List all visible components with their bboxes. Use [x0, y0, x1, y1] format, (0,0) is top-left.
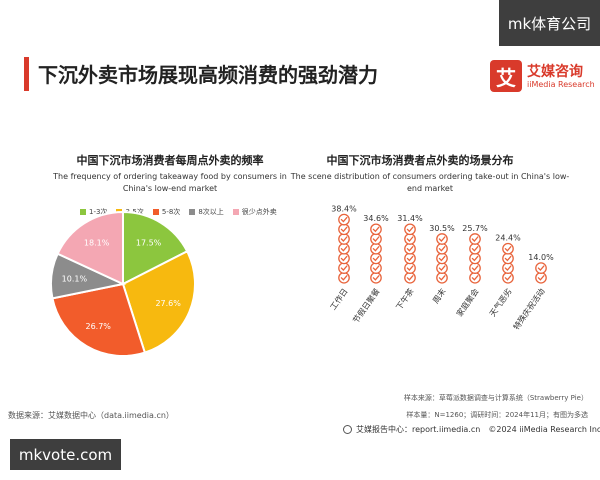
- pie-chart-title: 中国下沉市场消费者每周点外卖的频率: [76, 154, 264, 167]
- bar-value-label-1: 38.4%: [331, 204, 357, 213]
- bar-column-2: [370, 223, 382, 284]
- checkmark-circle-icon: [370, 242, 382, 255]
- sample-size-note: 样本量：N=1260；调研时间：2024年11月；有图为多选: [406, 411, 588, 419]
- page-title: 下沉外卖市场展现高频消费的强劲潜力: [38, 63, 378, 87]
- pie-legend-item-1: 1-3次: [80, 207, 107, 217]
- bar-value-label-4: 30.5%: [429, 224, 455, 233]
- checkmark-circle-icon: [436, 262, 448, 274]
- pie-slice-label-5: 18.1%: [84, 239, 110, 248]
- pie-legend-label: 很少点外卖: [241, 208, 277, 216]
- pie-slice-label-2: 27.6%: [155, 299, 181, 308]
- checkmark-circle-icon: [469, 242, 481, 255]
- checkmark-circle-icon: [370, 262, 382, 274]
- checkmark-circle-icon: [436, 252, 448, 265]
- checkmark-circle-icon: [404, 252, 416, 265]
- checkmark-circle-icon: [404, 223, 416, 236]
- checkmark-circle-icon: [404, 271, 416, 284]
- pie-legend-label: 1-3次: [89, 208, 108, 216]
- checkmark-circle-icon: [338, 213, 350, 226]
- bar-category-label-5: 家庭聚会: [454, 286, 481, 318]
- sample-source-note: 样本来源：草莓派数据调查与计算系统（Strawberry Pie）: [403, 394, 588, 402]
- pie-slice-2: [121, 249, 196, 354]
- checkmark-circle-icon: [535, 271, 547, 284]
- checkmark-circle-icon: [469, 262, 481, 274]
- checkmark-circle-icon: [436, 242, 448, 255]
- pie-slice-label-4: 10.1%: [62, 274, 88, 283]
- bar-chart-title: 中国下沉市场消费者点外卖的场景分布: [326, 154, 514, 167]
- bar-column-5: [469, 233, 481, 284]
- legend-swatch: [189, 209, 196, 215]
- watermark-top-right: mk体育公司: [499, 0, 600, 46]
- pie-legend-item-3: 5-8次: [152, 207, 181, 217]
- checkmark-circle-icon: [436, 233, 448, 245]
- bar-column-1: [338, 213, 350, 284]
- pie-legend-item-4: 8次以上: [189, 207, 224, 217]
- bar-value-label-5: 25.7%: [462, 224, 488, 233]
- pie-legend-label: 8次以上: [198, 208, 224, 216]
- pie-chart: 17.5% 27.6% 26.7% 10.1% 18.1%: [50, 210, 196, 357]
- legend-swatch: [80, 209, 86, 215]
- checkmark-circle-icon: [404, 233, 416, 245]
- checkmark-circle-icon: [338, 223, 350, 236]
- pie-slice-label-1: 17.5%: [136, 238, 162, 247]
- legend-swatch: [232, 209, 239, 215]
- checkmark-circle-icon: [370, 233, 382, 245]
- pie-chart-subtitle: The frequency of ordering takeaway food …: [53, 172, 287, 193]
- checkmark-circle-icon: [502, 262, 514, 274]
- report-center-icon: [343, 425, 352, 434]
- checkmark-circle-icon: [370, 252, 382, 265]
- legend-swatch: [152, 209, 159, 215]
- bar-category-label-1: 工作日: [328, 286, 350, 311]
- bar-category-label-6: 天气恶劣: [487, 286, 514, 318]
- bar-category-label-3: 下午茶: [394, 286, 416, 311]
- checkmark-circle-icon: [469, 271, 481, 284]
- bar-category-label-4: 周末: [430, 286, 447, 305]
- checkmark-circle-icon: [338, 271, 350, 284]
- bar-chart-subtitle: The scene distribution of consumers orde…: [290, 172, 570, 193]
- bar-value-label-2: 34.6%: [363, 214, 389, 223]
- checkmark-circle-icon: [370, 271, 382, 284]
- pie-legend-item-5: 很少点外卖: [232, 207, 277, 217]
- checkmark-circle-icon: [535, 262, 547, 274]
- pie-slice-1: [122, 210, 189, 286]
- title-accent-bar: [24, 57, 29, 91]
- bar-column-6: [502, 242, 514, 284]
- bar-value-label-3: 31.4%: [397, 214, 423, 223]
- data-source: 数据来源：艾媒数据中心（data.iimedia.cn）: [8, 411, 174, 420]
- checkmark-circle-icon: [436, 271, 448, 284]
- checkmark-circle-icon: [338, 262, 350, 274]
- checkmark-circle-icon: [469, 233, 481, 245]
- bar-value-label-7: 14.0%: [528, 253, 554, 262]
- bar-column-4: [436, 233, 448, 284]
- logo-mark-icon: 艾: [490, 60, 522, 92]
- pie-slice-label-3: 26.7%: [85, 322, 111, 331]
- iimedia-logo: 艾 艾媒咨询 iiMedia Research: [490, 60, 595, 94]
- checkmark-circle-icon: [502, 271, 514, 284]
- checkmark-circle-icon: [338, 252, 350, 265]
- checkmark-circle-icon: [370, 223, 382, 236]
- footer: 艾媒报告中心：report.iimedia.cn ©2024 iiMedia R…: [343, 424, 600, 435]
- bar-column-3: [404, 223, 416, 284]
- checkmark-circle-icon: [404, 262, 416, 274]
- pie-slice-5: [56, 210, 124, 286]
- bar-category-label-7: 特殊庆祝活动: [511, 286, 547, 331]
- logo-name-en: iiMedia Research: [527, 80, 595, 89]
- checkmark-circle-icon: [404, 242, 416, 255]
- bar-value-label-6: 24.4%: [495, 234, 521, 243]
- bar-column-7: [535, 262, 547, 284]
- checkmark-circle-icon: [502, 242, 514, 255]
- logo-name-cn: 艾媒咨询: [527, 64, 583, 80]
- bar-category-label-2: 节假日聚餐: [351, 287, 381, 325]
- checkmark-circle-icon: [502, 252, 514, 265]
- checkmark-circle-icon: [338, 233, 350, 245]
- footer-text: 艾媒报告中心：report.iimedia.cn ©2024 iiMedia R…: [356, 425, 600, 434]
- pie-legend-label: 5-8次: [161, 208, 181, 216]
- checkmark-circle-icon: [469, 252, 481, 265]
- icon-bar-chart: 38.4% 工作日 34.6% 节假日聚餐 31.4% 下午茶 30.5% 周末 25.7% 家庭…: [328, 204, 554, 331]
- checkmark-circle-icon: [338, 242, 350, 255]
- watermark-bottom-left: mkvote.com: [10, 439, 121, 470]
- pie-slice-3: [51, 282, 147, 357]
